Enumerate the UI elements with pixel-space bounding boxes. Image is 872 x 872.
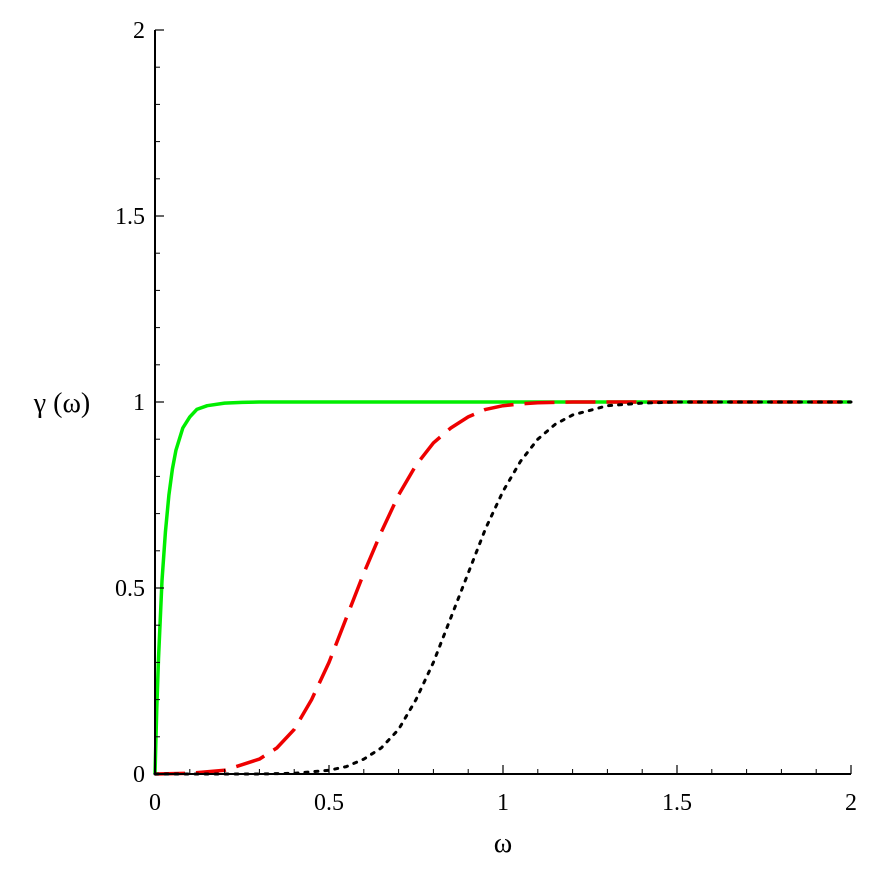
y-tick-label: 2 xyxy=(133,18,145,44)
y-tick-label: 1 xyxy=(133,390,145,416)
x-tick-label: 2 xyxy=(845,790,857,816)
ticks-layer: 0 0.5 1 1.5 2 0 0.5 1 1.5 2 xyxy=(115,18,857,816)
x-tick-label: 1 xyxy=(497,790,509,816)
y-tick-label: 0.5 xyxy=(115,576,145,602)
x-tick-label: 0 xyxy=(149,790,161,816)
series-line-1 xyxy=(153,400,851,775)
x-tick-label: 1.5 xyxy=(662,790,692,816)
labels-layer: ω γ (ω) xyxy=(33,388,512,859)
y-tick-label: 1.5 xyxy=(115,204,145,230)
series-line-2 xyxy=(154,400,851,776)
series-layer xyxy=(153,400,853,776)
series-line-3 xyxy=(153,400,853,776)
x-tick-label: 0.5 xyxy=(314,790,344,816)
y-tick-label: 0 xyxy=(133,762,145,788)
y-axis-label: γ (ω) xyxy=(33,388,90,419)
x-axis-label: ω xyxy=(494,828,512,859)
